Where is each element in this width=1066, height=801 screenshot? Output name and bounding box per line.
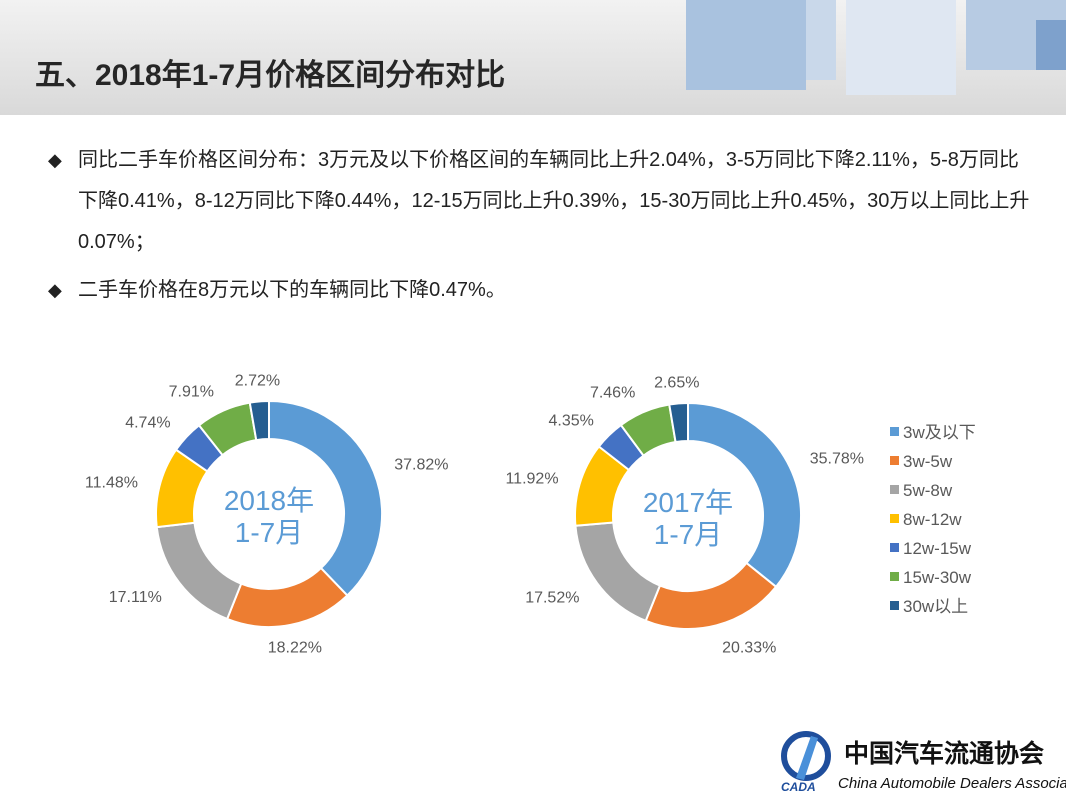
data-label: 7.91% xyxy=(169,384,214,401)
legend-swatch xyxy=(890,572,899,581)
data-label: 18.22% xyxy=(268,639,322,656)
legend-label: 15w-30w xyxy=(903,568,972,587)
legend-swatch xyxy=(890,543,899,552)
header-bar: 五、2018年1-7月价格区间分布对比 xyxy=(0,0,1066,115)
legend-label: 5w-8w xyxy=(903,481,953,500)
center-label: 2017年 xyxy=(643,487,733,518)
donut-slice xyxy=(668,401,689,444)
legend-label: 8w-12w xyxy=(903,510,962,529)
legend-swatch xyxy=(890,485,899,494)
bullet-text: 二手车价格在8万元以下的车辆同比下降0.47%。 xyxy=(48,270,1038,311)
legend-label: 3w-5w xyxy=(903,452,953,471)
donut-slice xyxy=(687,401,802,589)
data-label: 2.72% xyxy=(235,372,280,389)
data-label: 17.11% xyxy=(109,589,162,606)
block xyxy=(1036,20,1066,70)
legend-swatch xyxy=(890,427,899,436)
data-label: 37.82% xyxy=(394,457,448,474)
donut-slice xyxy=(268,399,383,597)
data-label: 7.46% xyxy=(590,385,635,402)
data-label: 2.65% xyxy=(654,374,699,391)
logo: CADA 中国汽车流通协会 China Automobile Dealers A… xyxy=(781,731,1066,794)
donut-slice xyxy=(155,521,243,621)
donut-slice xyxy=(644,561,778,630)
logo-abbr: CADA xyxy=(781,780,816,794)
bullet-text: 同比二手车价格区间分布：3万元及以下价格区间的车辆同比上升2.04%，3-5万同… xyxy=(48,140,1038,263)
legend-label: 3w及以下 xyxy=(903,423,976,442)
center-label: 1-7月 xyxy=(235,517,303,548)
legend-label: 12w-15w xyxy=(903,539,972,558)
legend-swatch xyxy=(890,456,899,465)
slide-title: 五、2018年1-7月价格区间分布对比 xyxy=(35,59,506,92)
data-label: 17.52% xyxy=(525,589,579,606)
block xyxy=(846,0,956,95)
legend-swatch xyxy=(890,601,899,610)
logo-english: China Automobile Dealers Association xyxy=(838,775,1066,792)
legend-swatch xyxy=(890,514,899,523)
data-label: 4.35% xyxy=(548,412,593,429)
legend-label: 30w以上 xyxy=(903,597,968,616)
data-label: 11.92% xyxy=(505,471,558,488)
donut-slice xyxy=(574,521,662,623)
logo-mark xyxy=(796,736,818,780)
block xyxy=(686,0,806,90)
donut-slice xyxy=(225,566,349,628)
data-label: 35.78% xyxy=(810,451,864,468)
center-label: 1-7月 xyxy=(654,519,722,550)
logo-name: 中国汽车流通协会 xyxy=(844,739,1044,768)
center-label: 2018年 xyxy=(224,485,314,516)
data-label: 4.74% xyxy=(125,415,170,432)
data-label: 20.33% xyxy=(722,640,776,657)
logo-mark xyxy=(781,731,831,781)
header-image xyxy=(686,0,1066,95)
donut-slice xyxy=(248,399,270,442)
data-label: 11.48% xyxy=(85,474,138,491)
